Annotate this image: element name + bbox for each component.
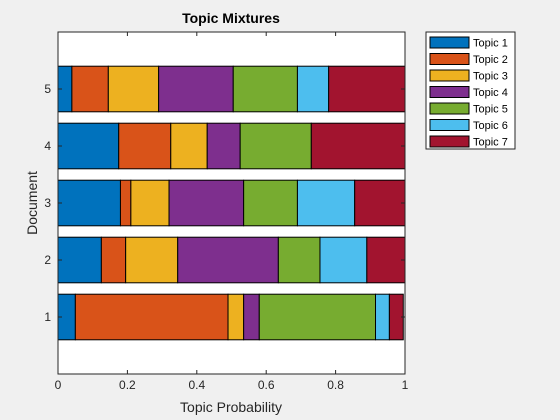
bar-doc4-topic1 <box>57 122 120 170</box>
x-tick-label: 0.4 <box>188 378 205 392</box>
bar-doc1-topic6 <box>375 293 390 341</box>
legend-swatch-topic5 <box>429 102 470 115</box>
bar-doc3-topic2 <box>119 179 132 227</box>
bar-doc3-topic7 <box>354 179 406 227</box>
bar-doc1-topic5 <box>258 293 377 341</box>
y-axis-label: Document <box>24 171 40 235</box>
bar-doc4-topic2 <box>118 122 172 170</box>
chart-title: Topic Mixtures <box>182 10 280 26</box>
bar-doc2-topic1 <box>57 236 102 284</box>
legend-label-topic5: Topic 5 <box>473 104 508 116</box>
legend-swatch-topic2 <box>429 53 470 65</box>
legend-label-topic7: Topic 7 <box>473 137 508 149</box>
x-axis-label: Topic Probability <box>180 399 282 415</box>
bar-doc2-topic6 <box>319 236 368 284</box>
bar-doc2-topic4 <box>177 236 279 284</box>
bar-doc5-topic4 <box>158 65 234 113</box>
bar-doc5-topic6 <box>296 65 330 113</box>
bar-doc3-topic4 <box>168 179 245 227</box>
bar-doc5-topic3 <box>107 65 160 113</box>
x-tick-label: 0.8 <box>327 378 344 392</box>
legend-label-topic6: Topic 6 <box>473 120 508 132</box>
bar-doc5-topic2 <box>71 65 109 113</box>
bar-doc3-topic1 <box>57 179 121 227</box>
bar-doc2-topic3 <box>125 236 179 284</box>
y-tick-label: 1 <box>44 310 51 324</box>
y-tick-label: 2 <box>44 253 51 267</box>
bar-doc4-topic7 <box>310 122 406 170</box>
y-tick-label: 3 <box>44 196 51 210</box>
bar-doc5-topic5 <box>232 65 298 113</box>
legend-swatch-topic7 <box>429 135 470 148</box>
bar-doc4-topic3 <box>170 122 208 170</box>
legend-swatch-topic3 <box>429 69 470 82</box>
y-tick-label: 4 <box>44 139 51 153</box>
x-axis-ticks: 0 0.2 0.4 0.6 0.8 1 <box>55 32 409 392</box>
legend-label-topic3: Topic 3 <box>473 71 508 83</box>
legend-swatch-topic4 <box>429 86 470 98</box>
y-tick-label: 5 <box>44 82 51 96</box>
x-tick-label: 1 <box>402 378 409 392</box>
y-axis-ticks: 1 2 3 4 5 <box>44 82 405 324</box>
bar-doc1-topic3 <box>227 293 245 341</box>
bar-doc2-topic7 <box>366 236 406 284</box>
legend-label-topic1: Topic 1 <box>473 38 508 50</box>
legend-label-topic2: Topic 2 <box>473 54 508 66</box>
x-tick-label: 0.6 <box>258 378 275 392</box>
bar-doc3-topic6 <box>296 179 356 227</box>
bar-doc4-topic5 <box>239 122 312 170</box>
legend-label-topic4: Topic 4 <box>473 87 508 99</box>
legend-swatch-topic6 <box>429 119 470 131</box>
bar-doc1-topic4 <box>243 293 260 341</box>
bar-doc2-topic2 <box>100 236 127 284</box>
bar-doc4-topic4 <box>206 122 241 170</box>
bar-doc2-topic5 <box>277 236 321 284</box>
bar-group <box>57 65 406 341</box>
legend: Topic 1 Topic 2 Topic 3 Topic 4 Topic 5 Topic… <box>425 31 516 150</box>
x-tick-label: 0.2 <box>119 378 136 392</box>
x-tick-label: 0 <box>55 378 62 392</box>
legend-swatch-topic1 <box>429 36 470 49</box>
bar-doc3-topic5 <box>243 179 298 227</box>
bar-doc3-topic3 <box>130 179 170 227</box>
bar-doc1-topic2 <box>74 293 229 341</box>
bar-doc5-topic7 <box>328 65 406 113</box>
